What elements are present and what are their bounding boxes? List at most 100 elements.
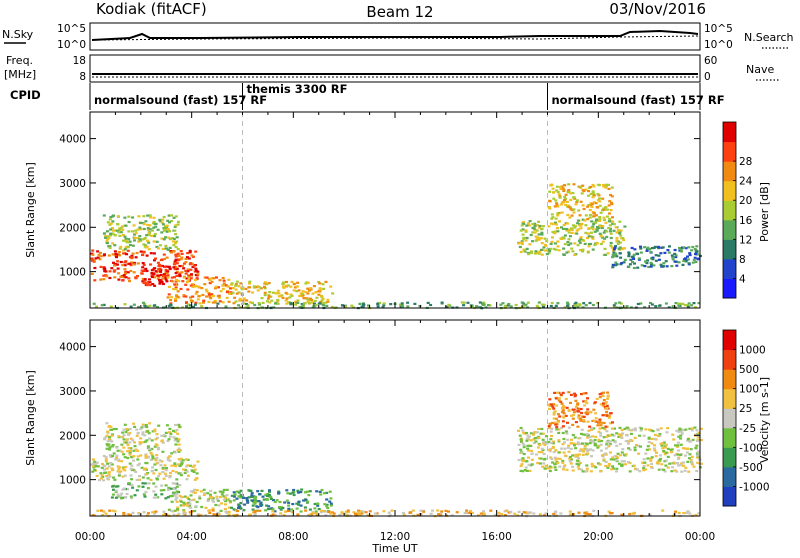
range-time-cell bbox=[202, 301, 205, 304]
range-time-cell bbox=[683, 454, 687, 457]
range-time-cell bbox=[567, 426, 571, 429]
range-time-cell bbox=[596, 462, 600, 465]
range-time-cell bbox=[153, 428, 157, 431]
range-time-cell bbox=[308, 508, 312, 511]
range-time-cell bbox=[133, 261, 137, 265]
range-time-cell bbox=[174, 280, 178, 283]
range-time-cell bbox=[173, 463, 177, 466]
range-time-cell bbox=[183, 512, 187, 515]
range-time-cell bbox=[154, 438, 158, 441]
range-time-cell bbox=[194, 292, 198, 295]
range-time-cell bbox=[122, 438, 126, 441]
range-time-cell bbox=[128, 453, 132, 456]
range-time-cell bbox=[548, 448, 552, 452]
nsky-label: N.Sky bbox=[2, 28, 34, 41]
range-time-cell bbox=[156, 261, 160, 264]
range-time-cell bbox=[215, 495, 219, 498]
range-time-cell bbox=[147, 232, 151, 235]
range-time-cell bbox=[163, 464, 167, 467]
range-time-cell bbox=[217, 286, 220, 289]
range-time-cell bbox=[142, 237, 146, 241]
range-time-cell bbox=[177, 463, 180, 466]
range-time-cell bbox=[530, 452, 534, 455]
range-time-cell bbox=[611, 427, 614, 430]
range-time-cell bbox=[206, 499, 210, 502]
range-time-cell bbox=[222, 279, 226, 282]
range-time-cell bbox=[520, 451, 524, 454]
range-time-cell bbox=[569, 401, 572, 404]
range-time-cell bbox=[562, 437, 566, 441]
range-time-cell bbox=[636, 468, 639, 471]
range-time-cell bbox=[657, 245, 661, 248]
range-time-cell bbox=[254, 286, 258, 289]
range-time-cell bbox=[610, 203, 614, 206]
range-time-cell bbox=[151, 511, 155, 514]
range-time-cell bbox=[189, 284, 193, 287]
range-time-cell bbox=[671, 433, 675, 436]
range-time-cell bbox=[674, 510, 677, 513]
range-time-cell bbox=[235, 513, 239, 516]
range-time-cell bbox=[416, 513, 420, 516]
range-time-cell bbox=[130, 261, 134, 264]
range-time-cell bbox=[150, 275, 154, 278]
range-time-cell bbox=[693, 256, 697, 259]
range-time-cell bbox=[599, 211, 603, 214]
range-time-cell bbox=[252, 495, 256, 498]
range-time-cell bbox=[659, 457, 663, 461]
range-time-cell bbox=[155, 456, 159, 460]
range-time-cell bbox=[639, 245, 642, 248]
range-time-cell bbox=[173, 263, 177, 266]
range-time-cell bbox=[129, 437, 133, 440]
range-time-cell bbox=[571, 454, 575, 457]
range-time-cell bbox=[123, 272, 127, 275]
range-time-cell bbox=[674, 255, 678, 259]
range-time-cell bbox=[178, 275, 182, 278]
range-time-cell bbox=[141, 277, 145, 281]
range-time-cell bbox=[105, 474, 109, 477]
range-time-cell bbox=[565, 251, 569, 254]
range-time-cell bbox=[620, 429, 624, 432]
range-time-cell bbox=[256, 490, 260, 493]
range-time-cell bbox=[543, 443, 547, 446]
range-time-cell bbox=[332, 512, 336, 515]
range-time-cell bbox=[661, 265, 665, 268]
range-time-cell bbox=[301, 303, 305, 306]
range-time-cell bbox=[695, 429, 699, 432]
range-time-cell bbox=[216, 499, 220, 502]
range-time-cell bbox=[193, 468, 197, 471]
range-time-cell bbox=[695, 454, 699, 457]
range-time-cell bbox=[328, 490, 332, 493]
range-time-cell bbox=[189, 277, 193, 280]
range-time-cell bbox=[563, 447, 567, 450]
range-time-cell bbox=[610, 186, 614, 189]
range-time-cell bbox=[598, 200, 602, 203]
range-time-cell bbox=[132, 449, 136, 452]
range-time-cell bbox=[586, 232, 590, 235]
range-time-cell bbox=[175, 482, 179, 485]
range-time-cell bbox=[400, 304, 404, 307]
range-time-cell bbox=[114, 458, 118, 461]
range-time-cell bbox=[646, 259, 649, 262]
range-time-cell bbox=[119, 245, 123, 248]
range-time-cell bbox=[682, 461, 685, 464]
range-time-cell bbox=[576, 441, 580, 444]
range-time-cell bbox=[520, 301, 524, 304]
range-time-cell bbox=[609, 227, 612, 230]
range-time-cell bbox=[577, 416, 581, 419]
range-time-cell bbox=[253, 303, 257, 307]
range-time-cell bbox=[684, 466, 688, 469]
range-time-cell bbox=[640, 264, 644, 267]
range-time-cell bbox=[159, 464, 163, 467]
range-time-cell bbox=[601, 197, 605, 200]
range-time-cell bbox=[645, 448, 649, 451]
range-time-cell bbox=[174, 299, 177, 302]
range-time-cell bbox=[555, 204, 559, 207]
range-time-cell bbox=[134, 232, 138, 235]
range-time-cell bbox=[241, 302, 245, 305]
range-time-cell bbox=[176, 290, 180, 293]
range-time-cell bbox=[331, 292, 335, 295]
range-time-cell bbox=[615, 459, 619, 462]
range-time-cell bbox=[612, 306, 616, 309]
range-time-cell bbox=[582, 207, 586, 211]
range-time-cell bbox=[98, 479, 101, 482]
